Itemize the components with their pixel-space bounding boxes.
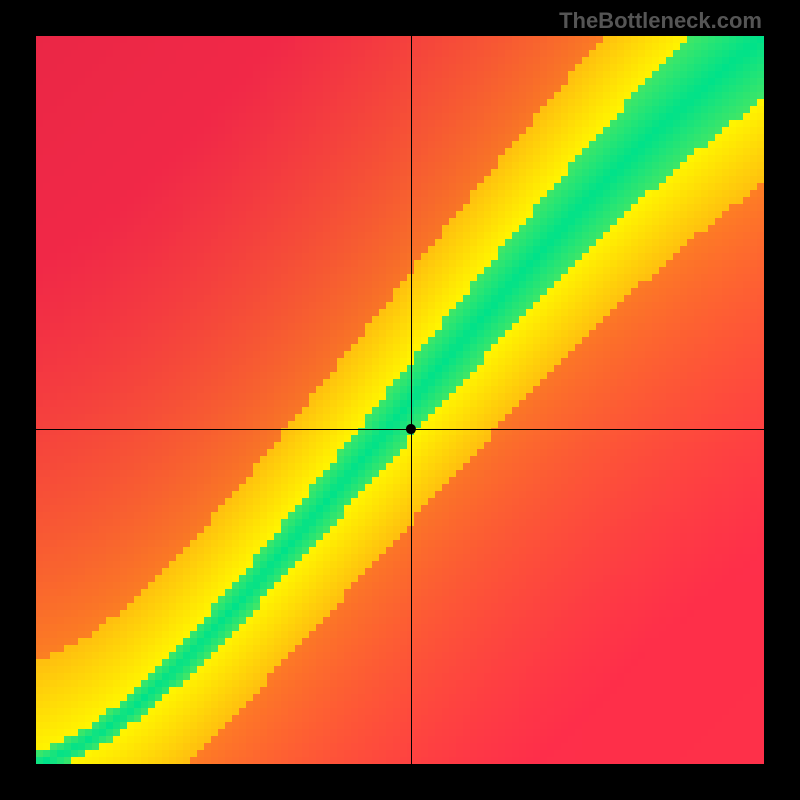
bottleneck-heatmap bbox=[0, 0, 800, 800]
chart-container: TheBottleneck.com bbox=[0, 0, 800, 800]
watermark-text: TheBottleneck.com bbox=[559, 8, 762, 34]
